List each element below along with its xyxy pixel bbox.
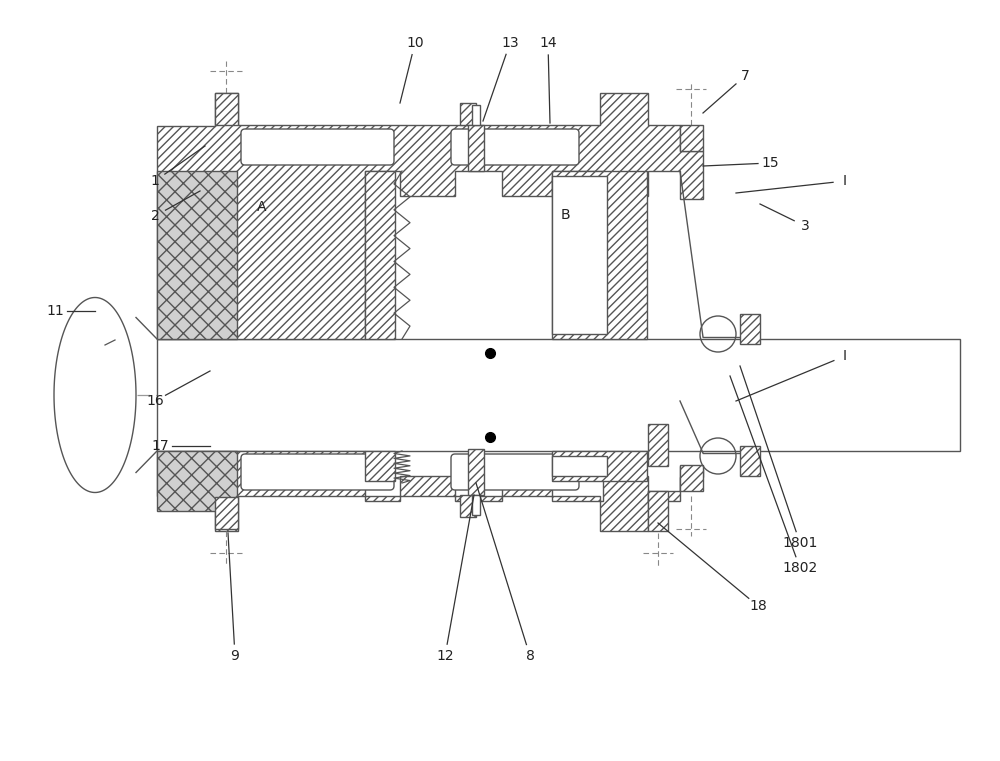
Bar bbox=[552, 171, 647, 339]
Text: 10: 10 bbox=[406, 36, 424, 50]
Bar bbox=[740, 314, 760, 344]
FancyBboxPatch shape bbox=[241, 129, 394, 165]
Text: 1801: 1801 bbox=[782, 536, 818, 550]
Text: 8: 8 bbox=[526, 649, 534, 663]
FancyBboxPatch shape bbox=[451, 129, 579, 165]
Polygon shape bbox=[157, 451, 703, 531]
Text: I: I bbox=[843, 174, 847, 188]
Bar bbox=[215, 93, 238, 125]
Bar bbox=[552, 176, 607, 334]
Text: 15: 15 bbox=[761, 156, 779, 170]
Text: 18: 18 bbox=[749, 599, 767, 613]
Bar bbox=[157, 339, 960, 451]
Text: 3: 3 bbox=[801, 219, 809, 233]
Text: 11: 11 bbox=[46, 304, 64, 318]
Text: 1: 1 bbox=[151, 174, 159, 188]
Bar bbox=[468, 125, 484, 171]
Bar bbox=[680, 125, 703, 151]
Bar bbox=[157, 451, 237, 511]
Bar bbox=[460, 495, 476, 517]
Text: 16: 16 bbox=[146, 394, 164, 408]
Bar bbox=[468, 449, 484, 495]
Bar bbox=[157, 171, 237, 339]
Polygon shape bbox=[54, 298, 136, 492]
Text: A: A bbox=[257, 200, 267, 214]
Text: 2: 2 bbox=[151, 209, 159, 223]
Text: 14: 14 bbox=[539, 36, 557, 50]
FancyBboxPatch shape bbox=[241, 454, 394, 490]
Bar bbox=[460, 103, 476, 125]
Bar bbox=[552, 451, 647, 481]
Bar bbox=[365, 451, 395, 481]
Text: I: I bbox=[843, 349, 847, 363]
Bar bbox=[648, 424, 668, 466]
Bar bbox=[648, 491, 668, 531]
Bar bbox=[680, 465, 703, 491]
Bar bbox=[472, 105, 480, 125]
Bar bbox=[740, 446, 760, 476]
Text: B: B bbox=[560, 208, 570, 222]
Text: 12: 12 bbox=[436, 649, 454, 663]
Bar bbox=[365, 171, 395, 339]
Polygon shape bbox=[157, 93, 703, 339]
Text: 17: 17 bbox=[151, 439, 169, 453]
Text: 9: 9 bbox=[231, 649, 239, 663]
Text: 1802: 1802 bbox=[782, 561, 818, 575]
Bar bbox=[552, 456, 607, 476]
Bar bbox=[472, 495, 480, 515]
Text: 13: 13 bbox=[501, 36, 519, 50]
FancyBboxPatch shape bbox=[451, 454, 579, 490]
Bar bbox=[215, 497, 238, 529]
Text: 7: 7 bbox=[741, 69, 749, 83]
